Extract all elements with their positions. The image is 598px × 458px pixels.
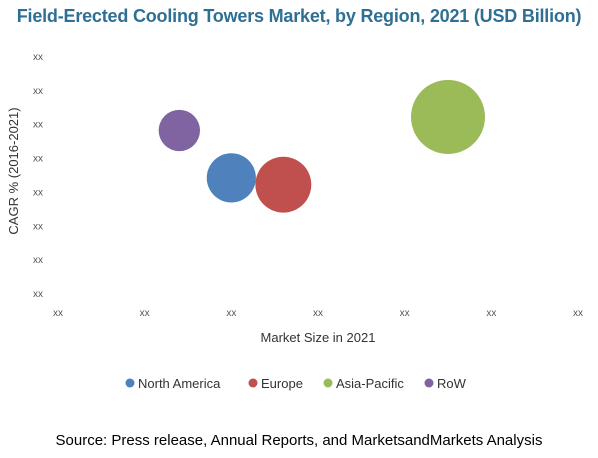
x-tick-label: xx bbox=[226, 308, 236, 319]
y-tick-label: xx bbox=[33, 86, 43, 97]
y-axis-title: CAGR % (2016-2021) bbox=[6, 107, 21, 234]
legend-label: North America bbox=[138, 376, 221, 391]
y-tick-label: xx bbox=[33, 187, 43, 198]
x-tick-label: xx bbox=[313, 308, 323, 319]
bubble-north-america bbox=[206, 153, 256, 203]
x-axis-title: Market Size in 2021 bbox=[261, 330, 376, 345]
legend-label: RoW bbox=[437, 376, 467, 391]
bubbles bbox=[158, 79, 485, 213]
y-tick-label: xx bbox=[33, 52, 43, 63]
x-tick-label: xx bbox=[140, 308, 150, 319]
y-tick-label: xx bbox=[33, 154, 43, 165]
x-tick-label: xx bbox=[53, 308, 63, 319]
legend: North America Europe Asia-Pacific RoW bbox=[125, 376, 467, 391]
x-tick-label: xx bbox=[400, 308, 410, 319]
bubble-asia-pacific bbox=[411, 79, 485, 154]
x-axis-ticks: xx xx xx xx xx xx xx bbox=[53, 308, 583, 319]
x-tick-label: xx bbox=[573, 308, 583, 319]
legend-marker bbox=[248, 378, 258, 388]
source-note: Source: Press release, Annual Reports, a… bbox=[55, 432, 543, 449]
legend-label: Europe bbox=[261, 376, 303, 391]
y-axis-ticks: xx xx xx xx xx xx xx xx bbox=[33, 52, 43, 300]
legend-marker bbox=[125, 378, 135, 388]
legend-marker bbox=[424, 378, 434, 388]
legend-label: Asia-Pacific bbox=[336, 376, 404, 391]
y-tick-label: xx bbox=[33, 221, 43, 232]
legend-marker bbox=[323, 378, 333, 388]
chart-title: Field-Erected Cooling Towers Market, by … bbox=[16, 6, 582, 26]
x-tick-label: xx bbox=[486, 308, 496, 319]
bubble-europe bbox=[255, 156, 312, 213]
y-tick-label: xx bbox=[33, 255, 43, 266]
y-tick-label: xx bbox=[33, 289, 43, 300]
bubble-row bbox=[158, 109, 200, 152]
y-tick-label: xx bbox=[33, 120, 43, 131]
